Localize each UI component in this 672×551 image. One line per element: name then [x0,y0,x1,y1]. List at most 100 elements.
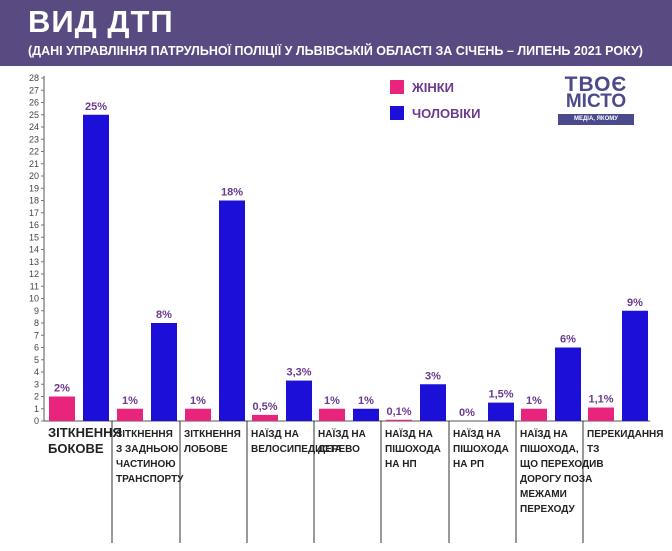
bar-men [219,200,245,421]
legend-label: ЧОЛОВІКИ [412,106,480,121]
logo-text-middle: МІСТО [565,91,627,112]
data-label: 1% [122,395,138,407]
bar-chart: 0123456789101112131415161718192021222324… [29,73,663,543]
category-label: З ЗАДНЬОЮ [116,444,178,455]
category-label: ЩО ПЕРЕХОДИВ [520,459,604,470]
bar-men [622,310,648,421]
y-tick-label: 16 [29,220,39,230]
y-tick-label: 19 [29,183,39,193]
category-label: ПІШОХОДА [385,444,441,455]
category-label: НАЇЗД НА [251,427,299,440]
data-label: 1,5% [488,389,513,401]
category-label: ТЗ [587,444,599,455]
y-tick-label: 27 [29,85,39,95]
y-tick-label: 7 [34,330,39,340]
bar-women [521,408,547,421]
category-label: НАЇЗД НА [318,427,366,440]
y-tick-label: 15 [29,232,39,242]
y-tick-label: 18 [29,196,39,206]
bar-women [117,408,143,421]
bar-men [420,384,446,421]
y-tick-label: 23 [29,134,39,144]
category-label: ЛОБОВЕ [184,444,228,455]
data-label: 18% [221,187,243,199]
category-label: ПІШОХОДА, [520,444,579,455]
bar-women [386,419,412,421]
category-label: НАЇЗД НА [453,427,501,440]
category-label: НАЇЗД НА [520,427,568,440]
y-tick-label: 25 [29,110,39,120]
category-label: МЕЖАМИ [520,489,567,500]
bar-women [319,408,345,421]
category-label: ЗІТКНЕННЯ [184,429,241,440]
category-label: ПЕРЕХОДУ [520,504,576,515]
data-label: 3% [425,370,441,382]
y-tick-label: 12 [29,269,39,279]
y-tick-label: 2 [34,392,39,402]
legend-label: ЖІНКИ [411,80,454,95]
bar-men [488,402,514,421]
bar-men [353,408,379,421]
data-label: 9% [627,297,643,309]
data-label: 0,1% [386,406,411,418]
data-label: 6% [560,334,576,346]
brand-logo: ТВОЄ МІСТО МЕДІА, ЯКОМУ ДОВІРЯЮТЬ [552,73,640,133]
legend-swatch [390,80,404,94]
category-label: БОКОВЕ [48,441,104,456]
data-label: 25% [85,101,107,113]
bar-men [286,380,312,421]
y-tick-label: 28 [29,73,39,83]
bar-men [151,323,177,421]
y-tick-label: 24 [29,122,39,132]
y-tick-label: 1 [34,404,39,414]
category-label: НА РП [453,459,484,470]
y-tick-label: 22 [29,147,39,157]
y-tick-label: 20 [29,171,39,181]
category-label: ПЕРЕКИДАННЯ [587,429,663,440]
y-tick-label: 9 [34,306,39,316]
y-tick-label: 26 [29,98,39,108]
data-label: 0% [459,407,475,419]
data-label: 1,1% [588,394,613,406]
y-tick-label: 10 [29,294,39,304]
bar-men [83,114,109,421]
header: ВИД ДТП (ДАНІ УПРАВЛІННЯ ПАТРУЛЬНОЇ ПОЛІ… [0,0,672,66]
logo-text-top: ТВОЄ [564,73,628,96]
y-tick-label: 4 [34,367,39,377]
category-label: ВЕЛОСИПЕДИСТА [251,444,342,455]
category-label: ДЕРЕВО [318,444,360,455]
y-tick-label: 13 [29,257,39,267]
data-label: 1% [324,395,340,407]
logo-tagline: МЕДІА, ЯКОМУ ДОВІРЯЮТЬ [558,114,634,133]
y-tick-label: 17 [29,208,39,218]
bar-women [185,408,211,421]
bar-women [588,407,614,421]
bar-men [555,347,581,421]
data-label: 0,5% [252,401,277,413]
legend-swatch [390,106,404,120]
data-label: 1% [358,395,374,407]
data-label: 3,3% [286,367,311,379]
page-subtitle: (ДАНІ УПРАВЛІННЯ ПАТРУЛЬНОЇ ПОЛІЦІЇ У ЛЬ… [28,44,643,58]
category-label: НА НП [385,459,417,470]
category-label: ЗІТКНЕННЯ [48,425,122,440]
category-label: ТРАНСПОРТУ [116,474,184,485]
category-label: ЗІТКНЕННЯ [116,429,173,440]
y-tick-label: 3 [34,379,39,389]
data-label: 2% [54,383,70,395]
y-tick-label: 11 [30,281,39,291]
bar-women [252,414,278,421]
y-tick-label: 6 [34,343,39,353]
category-label: ПІШОХОДА [453,444,509,455]
category-label: НАЇЗД НА [385,427,433,440]
data-label: 8% [156,309,172,321]
data-label: 1% [190,395,206,407]
y-tick-label: 8 [34,318,39,328]
data-label: 1% [526,395,542,407]
y-tick-label: 0 [34,416,39,426]
y-tick-label: 14 [29,245,39,255]
category-label: ЧАСТИНОЮ [116,459,176,470]
bar-women [49,396,75,421]
y-tick-label: 5 [34,355,39,365]
y-tick-label: 21 [29,159,39,169]
